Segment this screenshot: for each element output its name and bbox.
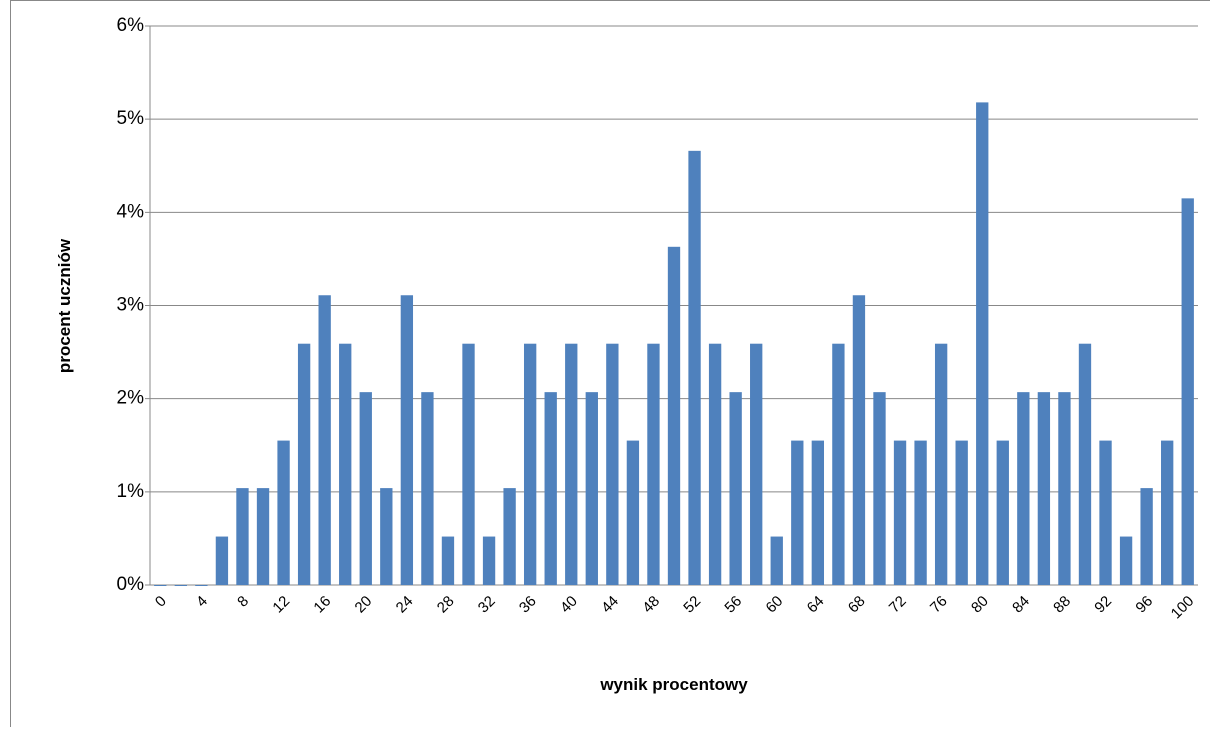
bar [668, 247, 680, 585]
bar [935, 344, 947, 585]
x-tick-label: 16 [310, 593, 334, 617]
bar [1140, 488, 1152, 585]
bar [894, 441, 906, 585]
x-tick-label: 40 [557, 593, 581, 617]
bar [956, 441, 968, 585]
y-tick-label: 0% [117, 574, 145, 595]
bar [832, 344, 844, 585]
x-tick-label: 8 [234, 593, 252, 611]
bar [1161, 441, 1173, 585]
bar [421, 392, 433, 585]
x-tick-label: 84 [1009, 593, 1033, 617]
bar [729, 392, 741, 585]
bar [175, 585, 187, 586]
bar [873, 392, 885, 585]
bar [914, 441, 926, 585]
y-tick-label: 6% [117, 15, 145, 36]
bar [997, 441, 1009, 585]
bar [1182, 198, 1194, 585]
bar [627, 441, 639, 585]
bar [524, 344, 536, 585]
x-tick-label: 24 [393, 593, 417, 617]
x-tick-label: 36 [516, 593, 540, 617]
bar [1079, 344, 1091, 585]
bar [709, 344, 721, 585]
bar [257, 488, 269, 585]
x-tick-label: 56 [721, 593, 745, 617]
bar [1017, 392, 1029, 585]
y-tick-label: 2% [117, 388, 145, 409]
bar [360, 392, 372, 585]
y-tick-label: 1% [117, 481, 145, 502]
x-tick-label: 4 [193, 593, 211, 611]
bar [154, 585, 166, 586]
bar [853, 295, 865, 585]
bar [380, 488, 392, 585]
x-tick-label: 76 [927, 593, 951, 617]
bar [545, 392, 557, 585]
bar [503, 488, 515, 585]
bar [750, 344, 762, 585]
y-axis-label: procent uczniów [55, 238, 74, 373]
bar [1120, 537, 1132, 585]
x-tick-label: 96 [1132, 593, 1156, 617]
y-tick-label: 3% [117, 295, 145, 316]
bar [195, 585, 207, 586]
bar [606, 344, 618, 585]
x-tick-label: 28 [434, 593, 458, 617]
x-tick-label: 60 [763, 593, 787, 617]
bar [216, 537, 228, 585]
y-tick-label: 5% [117, 108, 145, 129]
bar [442, 537, 454, 585]
x-tick-label: 0 [152, 593, 170, 611]
x-axis-label: wynik procentowy [599, 675, 748, 694]
x-tick-label: 80 [968, 593, 992, 617]
bar [1099, 441, 1111, 585]
bar [1058, 392, 1070, 585]
bar [1038, 392, 1050, 585]
bar [483, 537, 495, 585]
bar [812, 441, 824, 585]
bar [277, 441, 289, 585]
x-tick-label: 48 [639, 593, 663, 617]
bar [236, 488, 248, 585]
bar [647, 344, 659, 585]
x-tick-label: 72 [886, 593, 910, 617]
bar [688, 151, 700, 585]
bar [319, 295, 331, 585]
x-tick-label: 64 [804, 593, 828, 617]
x-tick-label: 44 [598, 593, 622, 617]
bar [565, 344, 577, 585]
bar [586, 392, 598, 585]
y-tick-label: 4% [117, 201, 145, 222]
x-tick-label: 88 [1050, 593, 1074, 617]
x-tick-label: 52 [680, 593, 704, 617]
bar [298, 344, 310, 585]
x-tick-label: 100 [1168, 593, 1198, 623]
x-tick-label: 20 [352, 593, 376, 617]
bar [771, 537, 783, 585]
bar [791, 441, 803, 585]
x-tick-label: 68 [845, 593, 869, 617]
bar [401, 295, 413, 585]
x-tick-label: 12 [269, 593, 293, 617]
bar [339, 344, 351, 585]
x-tick-label: 32 [475, 593, 499, 617]
bar [462, 344, 474, 585]
x-tick-label: 92 [1091, 593, 1115, 617]
bar [976, 102, 988, 585]
